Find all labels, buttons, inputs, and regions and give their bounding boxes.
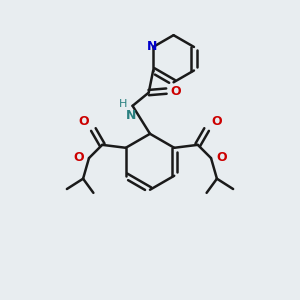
Text: O: O [78, 115, 89, 128]
Text: O: O [211, 115, 222, 128]
Text: N: N [146, 40, 157, 53]
Text: N: N [126, 109, 136, 122]
Text: O: O [73, 151, 84, 164]
Text: O: O [216, 151, 227, 164]
Text: O: O [171, 85, 182, 98]
Text: H: H [119, 99, 127, 110]
